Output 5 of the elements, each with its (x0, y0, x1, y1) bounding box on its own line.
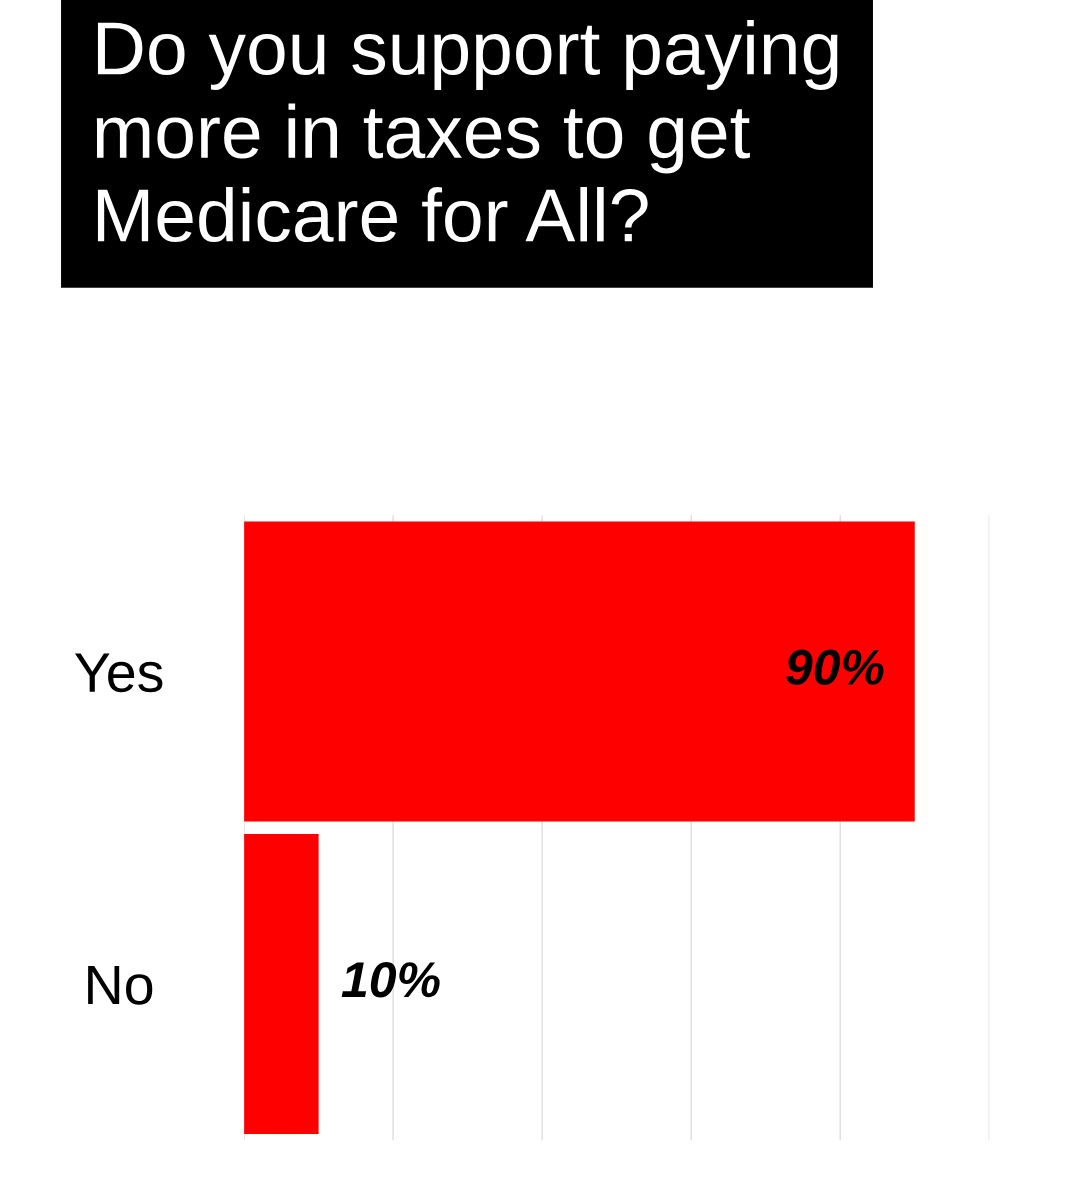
y-tick-label: Yes (74, 653, 163, 693)
y-tick-label: No (88, 965, 153, 1005)
chart-title: Do you support paying more in taxes to get Medicare for All? (96, 20, 838, 243)
data-label: 90% (786, 649, 884, 685)
data-label: 10% (341, 961, 440, 998)
